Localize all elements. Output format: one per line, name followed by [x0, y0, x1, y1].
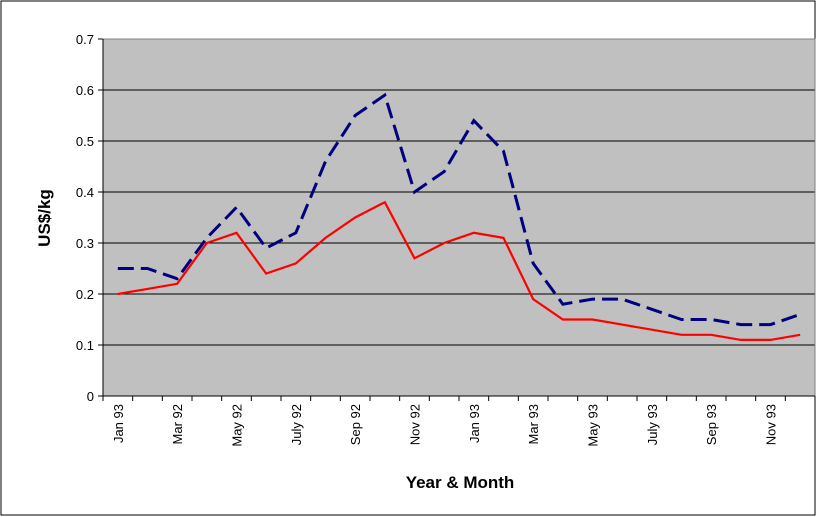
x-tick-label: Mar 93 — [526, 404, 541, 444]
series-line — [117, 200, 801, 341]
x-tick-label: Mar 92 — [170, 404, 185, 444]
y-tick-label: 0.1 — [76, 338, 94, 353]
plot-area — [103, 39, 815, 396]
y-tick-label: 0.6 — [76, 83, 94, 98]
series-line — [117, 92, 801, 327]
x-tick-label: July 92 — [289, 404, 304, 445]
x-tick-label: Jan 93 — [111, 404, 126, 443]
y-axis-title: US$/kg — [35, 189, 54, 247]
x-tick-label: Sep 92 — [348, 404, 363, 445]
y-tick-label: 0.4 — [76, 185, 94, 200]
x-tick-label: July 93 — [645, 404, 660, 445]
y-tick-label: 0.3 — [76, 236, 94, 251]
y-tick-label: 0.2 — [76, 287, 94, 302]
y-tick-label: 0.7 — [76, 32, 94, 47]
x-tick-label: Sep 93 — [704, 404, 719, 445]
x-tick-label: May 92 — [230, 404, 245, 447]
x-axis-title: Year & Month — [406, 473, 515, 492]
y-tick-label: 0.5 — [76, 134, 94, 149]
x-tick-label: May 93 — [586, 404, 601, 447]
y-tick-label: 0 — [87, 389, 94, 404]
x-tick-label: Nov 93 — [764, 404, 779, 445]
x-tick-label: Jan 93 — [467, 404, 482, 443]
x-tick-label: Nov 92 — [408, 404, 423, 445]
